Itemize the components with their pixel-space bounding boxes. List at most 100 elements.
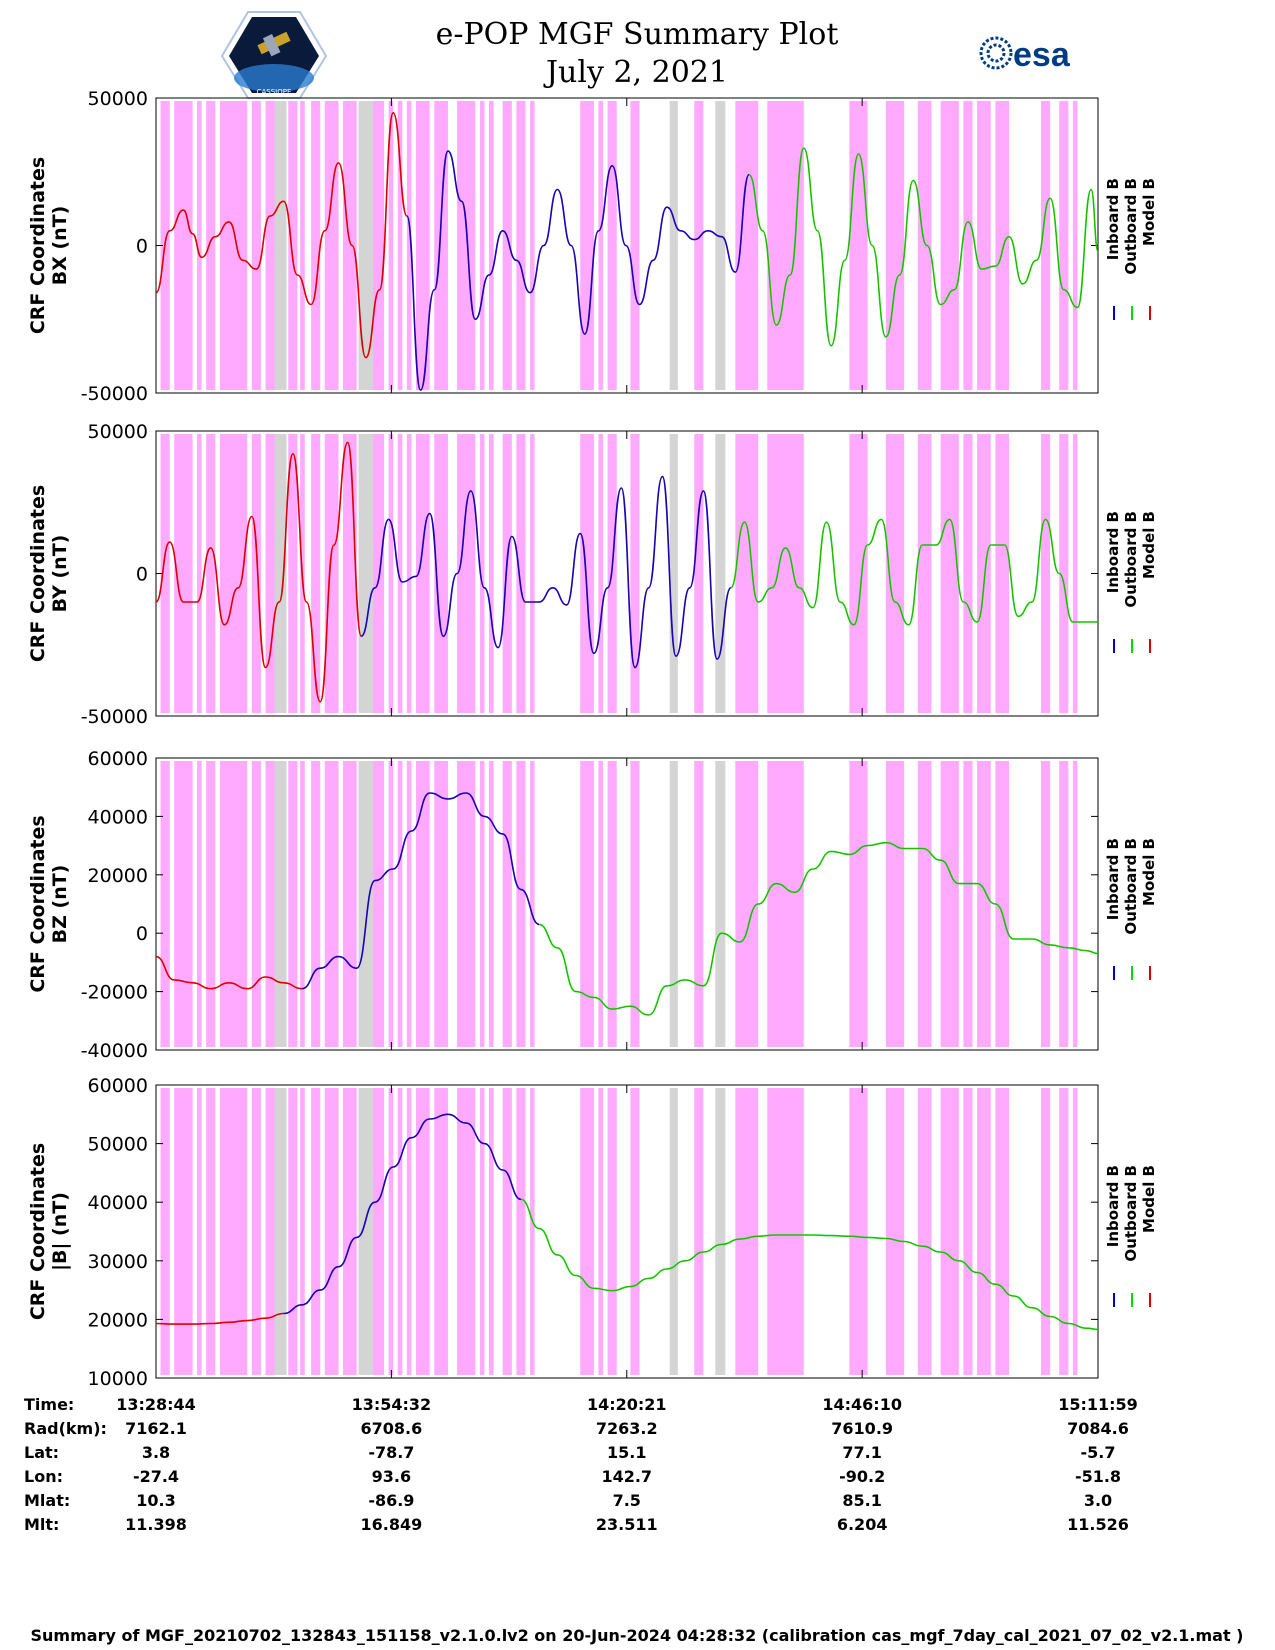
data-flag-band — [917, 761, 932, 1047]
y-tick-label: 20000 — [88, 1309, 148, 1331]
data-flag-band — [406, 761, 412, 1047]
data-flag-band — [489, 761, 494, 1047]
data-flag-band — [995, 1088, 1010, 1375]
data-flag-band — [251, 101, 261, 390]
data-flag-band — [370, 1088, 385, 1375]
data-flag-band — [416, 101, 430, 390]
calibration-band — [715, 1088, 726, 1375]
data-flag-band — [288, 1088, 298, 1375]
y-axis-label: CRF CoordinatesBZ (nT) — [27, 815, 71, 992]
data-flag-band — [1040, 761, 1051, 1047]
panel-2: -50000 0 50000 CRF CoordinatesBY (nT) Inboar… — [27, 421, 1158, 728]
data-flag-band — [530, 761, 535, 1047]
series-line-model-overlay — [155, 792, 1099, 1016]
data-flag-band — [607, 1088, 617, 1375]
table-row-label: Lon: — [24, 1467, 63, 1486]
data-flag-band — [694, 101, 704, 390]
data-flag-band — [388, 101, 394, 390]
table-cell: 14:20:21 — [587, 1395, 667, 1414]
series-line-model-overlay — [155, 442, 1098, 703]
data-flag-band — [343, 434, 357, 713]
data-flag-band — [977, 761, 991, 1047]
data-flag-band — [885, 434, 905, 713]
legend-entry: Outboard B — [1122, 838, 1140, 935]
table-cell: -90.2 — [839, 1467, 885, 1486]
table-row-label: Time: — [24, 1395, 74, 1414]
data-flag-band — [516, 434, 526, 713]
legend-entry: Outboard B — [1122, 511, 1140, 608]
legend-entry: Inboard B — [1104, 838, 1122, 920]
legend-entry: Model B — [1140, 838, 1158, 906]
cassiope-logo: CASSIOPE — [220, 11, 328, 99]
table-cell: 13:28:44 — [116, 1395, 196, 1414]
table-cell: -86.9 — [368, 1491, 414, 1510]
data-flag-band — [1059, 761, 1069, 1047]
data-flag-band — [849, 1088, 868, 1375]
series-line-model-overlay — [155, 1114, 1099, 1330]
panel-3: -40000 -20000 0 20000 40000 60000 CRF Coordina… — [27, 748, 1158, 1062]
data-flag-band — [434, 1088, 448, 1375]
y-tick-label: 0 — [136, 923, 148, 945]
legend-entry: Model B — [1140, 1165, 1158, 1233]
data-flag-band — [300, 1088, 305, 1375]
panel-1: -50000 0 50000 CRF CoordinatesBX (nT) Inboar… — [27, 88, 1158, 405]
data-flag-band — [885, 1088, 905, 1375]
data-flag-band — [416, 1088, 430, 1375]
data-flag-band — [1072, 1088, 1078, 1375]
data-flag-band — [940, 434, 959, 713]
table-cell: -5.7 — [1081, 1443, 1116, 1462]
data-flag-band — [1072, 101, 1078, 390]
cassiope-logo-text: CASSIOPE — [257, 88, 292, 96]
data-flag-band — [735, 434, 759, 713]
data-flag-band — [917, 1088, 932, 1375]
data-flag-band — [1072, 434, 1078, 713]
data-flag-band — [397, 101, 403, 390]
data-flag-band — [479, 434, 485, 713]
data-flag-band — [397, 434, 403, 713]
header: CASSIOPE e-POP MGF Summary Plot July 2, … — [220, 11, 1071, 99]
data-flag-band — [174, 1088, 193, 1375]
data-flag-band — [516, 761, 526, 1047]
table-cell: -27.4 — [133, 1467, 179, 1486]
data-flag-band — [598, 434, 604, 713]
calibration-band — [669, 101, 678, 390]
data-flag-band — [735, 101, 759, 390]
series-line-model — [155, 441, 363, 703]
y-tick-label: 10000 — [88, 1368, 148, 1390]
data-flag-band — [343, 761, 357, 1047]
table-cell: 15.1 — [607, 1443, 646, 1462]
data-flag-band — [767, 1088, 804, 1375]
table-cell: 3.8 — [142, 1443, 170, 1462]
data-flag-band — [1040, 434, 1051, 713]
data-flag-band — [630, 101, 640, 390]
data-flag-band — [388, 434, 394, 713]
table-cell: 11.398 — [125, 1515, 187, 1534]
data-flag-band — [288, 434, 298, 713]
data-flag-band — [849, 434, 868, 713]
data-flag-band — [206, 101, 216, 390]
data-flag-band — [977, 434, 991, 713]
data-flag-band — [197, 101, 202, 390]
panel-4: 10000 20000 30000 40000 50000 60000 CRF Coordi… — [27, 1075, 1158, 1390]
table-cell: 11.526 — [1067, 1515, 1129, 1534]
data-flag-band — [940, 101, 959, 390]
data-flag-band — [598, 761, 604, 1047]
data-flag-band — [489, 101, 494, 390]
data-flag-band — [160, 1088, 170, 1375]
legend-entry: Model B — [1140, 178, 1158, 246]
data-flag-band — [206, 761, 216, 1047]
data-flag-band — [849, 101, 868, 390]
data-flag-band — [598, 101, 604, 390]
data-flag-band — [397, 1088, 403, 1375]
calibration-band — [669, 1088, 678, 1375]
table-cell: 6.204 — [837, 1515, 888, 1534]
data-flag-band — [995, 761, 1010, 1047]
y-tick-label: 40000 — [88, 1192, 148, 1214]
y-tick-label: -50000 — [81, 706, 148, 728]
data-flag-band — [197, 761, 202, 1047]
data-flag-band — [434, 434, 448, 713]
y-tick-label: 50000 — [88, 88, 148, 110]
data-flag-band — [917, 101, 932, 390]
data-flag-band — [311, 1088, 321, 1375]
data-flag-band — [479, 1088, 485, 1375]
